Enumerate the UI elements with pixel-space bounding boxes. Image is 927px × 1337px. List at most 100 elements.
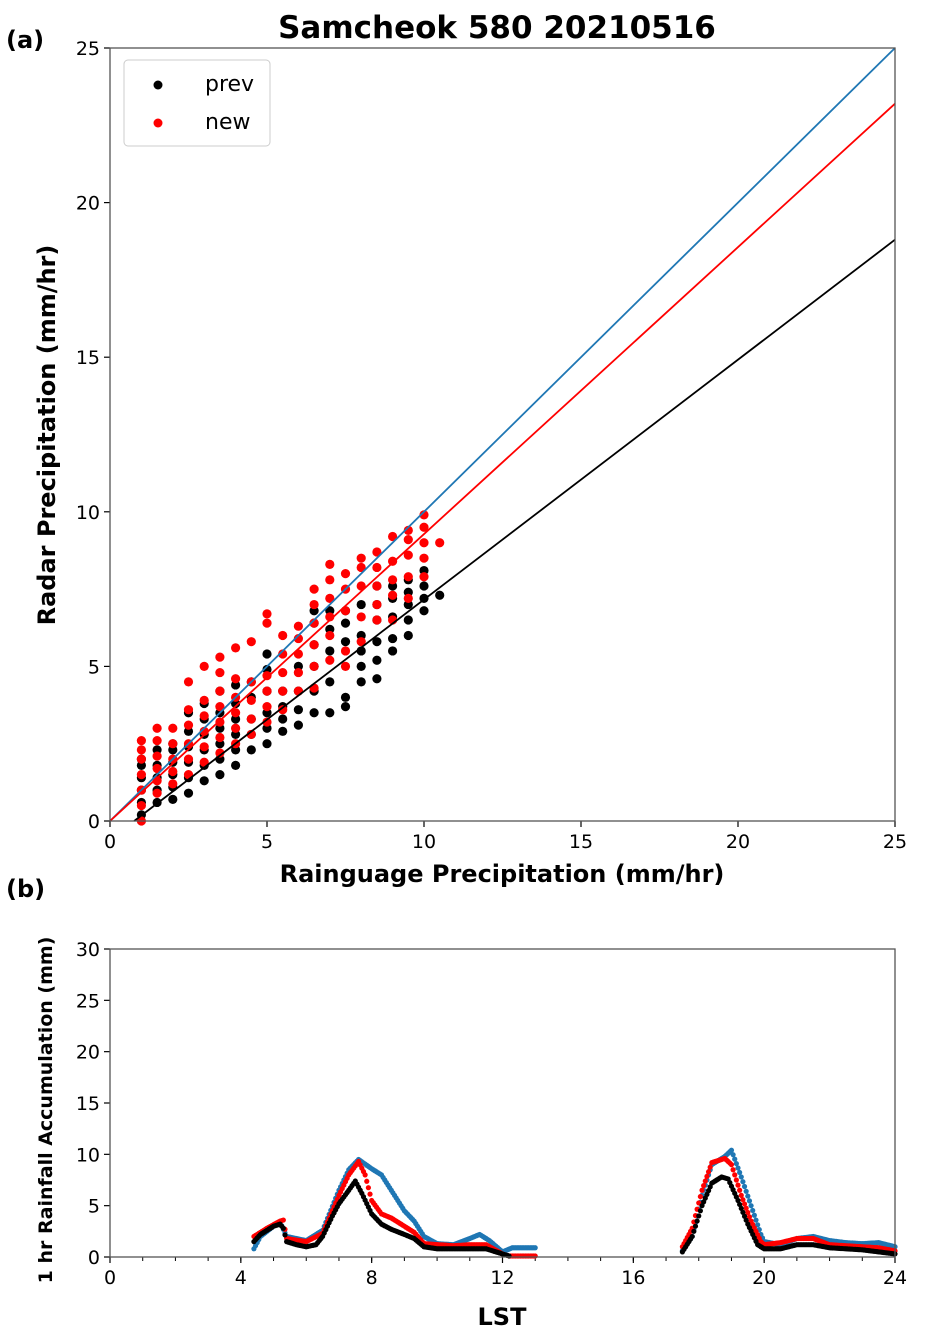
point-prev [356,599,366,610]
point-new [262,618,272,628]
point-prev [403,630,413,641]
timeseries-point-1 [702,1178,708,1184]
legend-marker-new [153,118,163,128]
x-tick-label: 12 [490,1267,514,1289]
timeseries-point-1 [743,1205,749,1211]
fit-line-0 [109,47,896,822]
timeseries-point-1 [532,1253,538,1259]
point-new [356,612,366,622]
point-new [388,531,398,542]
timeseries-point-1 [705,1169,712,1175]
point-new [403,525,413,535]
point-new [340,661,351,672]
point-new [356,553,366,563]
point-new [293,686,303,696]
point-prev [325,646,335,656]
plot-area-b: 0 4 8 12 16 20 24 0 5 10 15 20 25 30 [76,939,907,1289]
point-new [262,686,272,696]
x-tick-label: 4 [235,1267,247,1289]
timeseries-point-0 [743,1188,749,1194]
x-tick-label: 15 [569,831,593,853]
point-prev [372,637,382,647]
point-new [215,701,225,712]
point-new [419,553,429,563]
point-new [309,584,319,594]
y-tick-label: 5 [88,1196,100,1218]
timeseries-point-2 [741,1213,748,1219]
point-new [152,736,162,746]
timeseries-point-0 [735,1165,741,1171]
point-new [356,637,366,647]
chart-title: Samcheok 580 20210516 [278,10,716,46]
timeseries-point-2 [280,1225,286,1231]
point-new [246,695,256,706]
point-new [325,655,335,665]
timeseries-point-0 [753,1217,759,1223]
timeseries-point-1 [745,1209,751,1216]
timeseries-point-1 [707,1164,713,1170]
timeseries-point-2 [506,1253,512,1259]
timeseries-point-2 [696,1213,702,1219]
point-new [183,705,194,715]
point-prev [356,661,366,672]
point-new [152,788,162,798]
point-prev [403,615,413,625]
point-prev [262,649,272,659]
point-new [246,637,256,647]
point-new [168,739,178,749]
x-axis-label-a: Rainguage Precipitation (mm/hr) [280,860,725,888]
point-prev [419,581,429,591]
timeseries-point-0 [741,1183,748,1190]
timeseries-point-2 [697,1208,703,1214]
point-prev [372,655,382,665]
timeseries-point-1 [701,1183,707,1189]
point-new [325,559,335,569]
point-prev [262,739,272,749]
timeseries-point-1 [367,1191,373,1197]
point-new [325,575,335,585]
point-new [246,729,256,740]
timeseries-point-1 [704,1173,710,1180]
point-new [372,599,382,610]
point-new [309,618,319,628]
point-new [388,590,398,600]
plot-area-a: 0 5 10 15 20 25 0 5 10 15 20 25 [76,38,907,853]
timeseries-point-1 [365,1185,371,1191]
timeseries-point-1 [737,1187,743,1193]
y-axis-label-a: Radar Precipitation (mm/hr) [33,245,61,626]
timeseries-point-0 [732,1156,738,1162]
point-new [388,575,398,585]
point-new [309,640,319,650]
point-new [215,732,225,743]
point-prev [278,726,288,736]
axes-frame-a [109,47,896,822]
timeseries-point-2 [735,1197,741,1204]
point-prev [231,760,241,770]
timeseries-point-1 [740,1197,746,1203]
timeseries-point-0 [733,1160,739,1167]
point-new [356,562,366,573]
timeseries-point-1 [728,1162,735,1168]
point-new [372,547,382,557]
timeseries-point-0 [745,1193,751,1199]
point-new [215,667,225,678]
point-new [231,643,241,653]
point-new [199,661,209,672]
timeseries-point-0 [748,1203,754,1209]
point-new [183,720,194,730]
point-new [278,649,288,659]
point-new [372,615,382,625]
point-new [403,572,413,582]
point-prev [325,708,335,718]
y-axis-label-b: 1 hr Rainfall Accumulation (mm) [35,937,57,1284]
point-new [168,779,178,789]
timeseries-point-0 [751,1212,757,1218]
timeseries-point-1 [364,1178,370,1184]
point-new [231,723,241,733]
timeseries-point-1 [732,1172,738,1178]
y-tick-label: 20 [76,193,100,215]
timeseries-point-2 [694,1218,700,1224]
point-new [388,556,398,566]
